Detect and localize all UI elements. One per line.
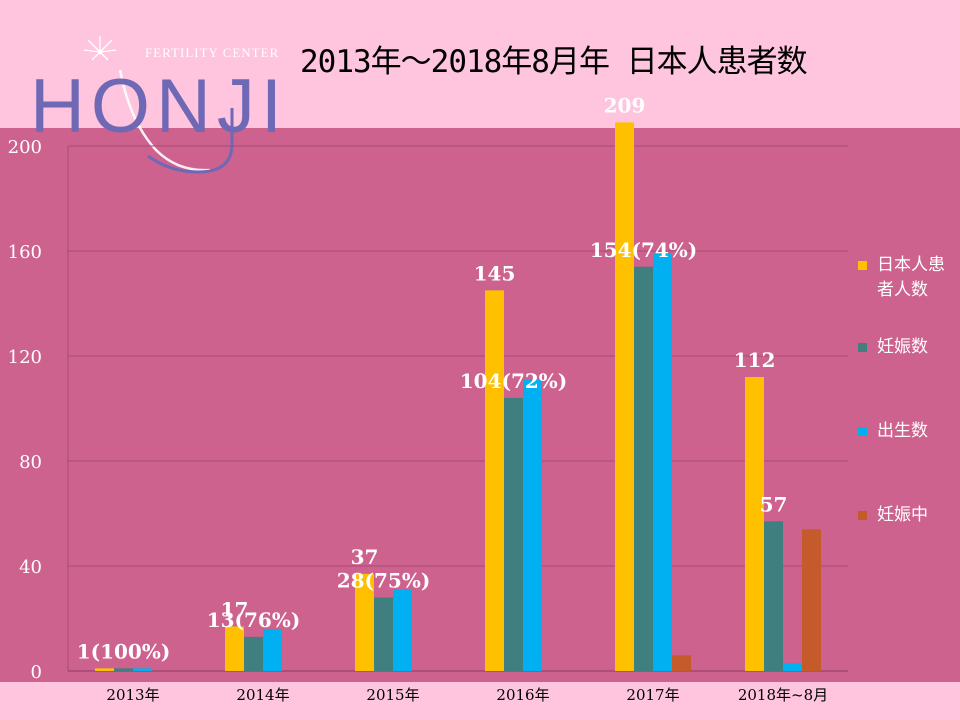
- y-tick-label: 40: [19, 557, 42, 578]
- bar-出生数: [653, 253, 672, 671]
- x-tick-label: 2015年: [366, 686, 419, 704]
- legend-label: 出生数: [877, 421, 928, 441]
- legend-swatch: [858, 343, 867, 352]
- x-tick-label: 2018年~8月: [738, 686, 828, 704]
- bar-妊娠中: [802, 529, 821, 671]
- bar-出生数: [133, 668, 152, 671]
- data-label: 37: [351, 545, 379, 569]
- data-label: 145: [474, 261, 516, 285]
- bar-日本人患者人数: [95, 668, 114, 671]
- logo-name: HONJI: [30, 64, 288, 149]
- data-label: 154(74%): [590, 238, 698, 262]
- bar-出生数: [263, 629, 282, 671]
- x-tick-label: 2017年: [626, 686, 679, 704]
- y-tick-label: 0: [31, 662, 42, 683]
- bar-出生数: [783, 663, 802, 671]
- x-tick-label: 2013年: [106, 686, 159, 704]
- plot-area: [0, 128, 960, 682]
- legend-swatch: [858, 427, 867, 436]
- legend-swatch: [858, 511, 867, 520]
- bar-妊娠数: [504, 398, 523, 671]
- legend-label: 日本人患者人数: [877, 255, 945, 300]
- data-label: 28(75%): [337, 569, 431, 593]
- bar-妊娠中: [672, 655, 691, 671]
- bar-妊娠数: [244, 636, 263, 671]
- logo-subtitle: FERTILITY CENTER: [145, 45, 279, 60]
- y-tick-label: 80: [19, 452, 42, 473]
- x-tick-label: 2014年: [236, 686, 289, 704]
- x-tick-label: 2016年: [496, 686, 549, 704]
- honji-logo: FERTILITY CENTER HONJI: [28, 30, 298, 180]
- data-label: 112: [734, 348, 776, 372]
- bar-日本人患者人数: [615, 122, 634, 671]
- data-label: 13(76%): [207, 608, 301, 632]
- bar-妊娠数: [374, 597, 393, 671]
- bar-妊娠数: [634, 266, 653, 671]
- bar-日本人患者人数: [225, 626, 244, 671]
- legend-swatch: [858, 261, 867, 270]
- y-tick-label: 120: [8, 347, 42, 368]
- bar-妊娠数: [114, 668, 133, 671]
- y-tick-label: 200: [8, 137, 42, 158]
- chart-title: 2013年～2018年8月年 日本人患者数: [300, 44, 808, 80]
- data-label: 57: [760, 492, 788, 516]
- bar-出生数: [523, 379, 542, 671]
- data-label: 104(72%): [460, 369, 568, 393]
- bar-妊娠数: [764, 521, 783, 671]
- y-tick-label: 160: [8, 242, 42, 263]
- bar-日本人患者人数: [745, 377, 764, 671]
- data-label: 1(100%): [77, 639, 171, 663]
- data-label: 209: [604, 93, 646, 117]
- bar-日本人患者人数: [485, 290, 504, 671]
- bar-日本人患者人数: [355, 573, 374, 671]
- dandelion-icon: [83, 36, 117, 61]
- bar-出生数: [393, 589, 412, 671]
- legend-label: 妊娠中: [877, 505, 928, 525]
- data-label: 17: [221, 597, 249, 621]
- legend-label: 妊娠数: [877, 337, 928, 357]
